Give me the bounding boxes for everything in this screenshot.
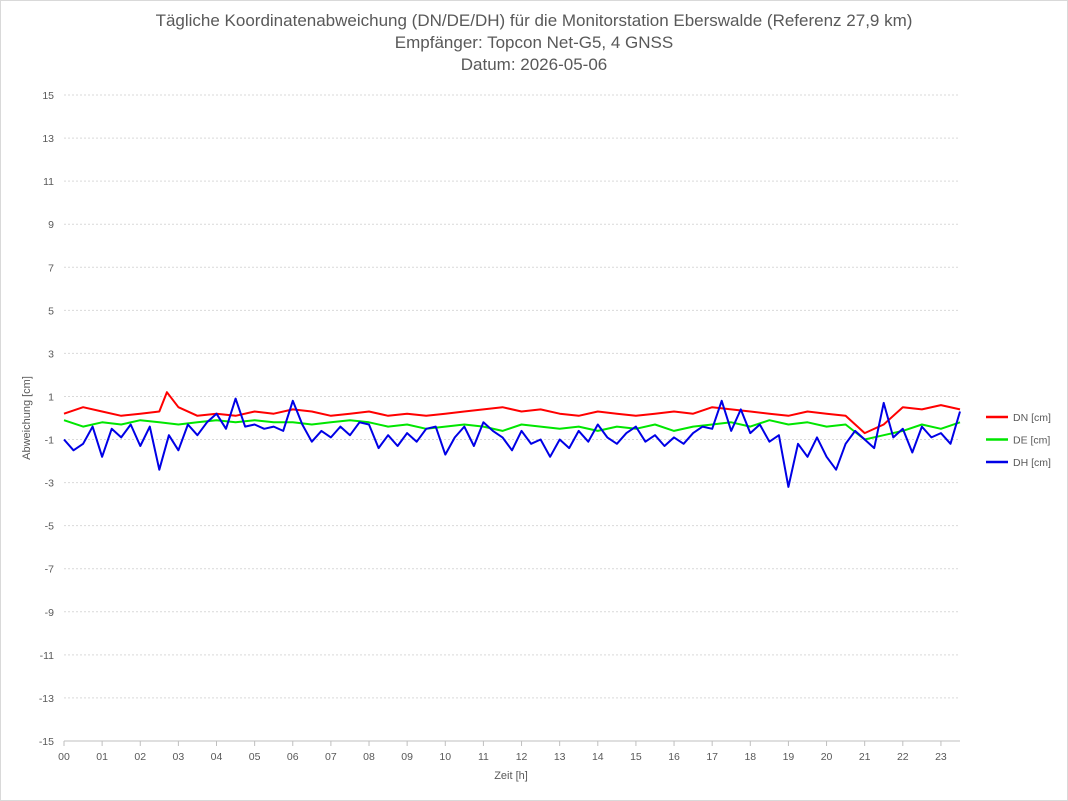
y-tick-label: -3 (45, 478, 54, 490)
y-tick-label: 9 (48, 219, 54, 231)
x-tick-label: 06 (287, 751, 299, 763)
series-lines (63, 391, 961, 488)
grid-lines (64, 94, 960, 742)
y-tick-label: 3 (48, 348, 54, 360)
y-tick-label: 15 (42, 90, 54, 102)
y-tick-label: 5 (48, 305, 54, 317)
x-tick-label: 04 (211, 751, 223, 763)
y-tick-label: -13 (39, 693, 54, 705)
y-tick-labels: 15 13 11 9 7 5 3 1 -1 -3 -5 -7 -9 -11 -13 -15 (39, 90, 54, 748)
y-tick-label: -9 (45, 607, 54, 619)
y-tick-label: -7 (45, 564, 54, 576)
y-tick-label: 11 (43, 176, 54, 188)
x-axis-title: Zeit [h] (494, 770, 528, 782)
x-tick-label: 02 (134, 751, 146, 763)
x-tick-label: 15 (630, 751, 642, 763)
chart-subtitle-receiver: Empfänger: Topcon Net-G5, 4 GNSS (394, 33, 674, 52)
x-tick-label: 11 (478, 751, 489, 763)
y-tick-label: -11 (40, 650, 55, 662)
x-tick-label: 23 (935, 751, 947, 763)
y-tick-label: 1 (48, 391, 54, 403)
legend-label: DN [cm] (1013, 412, 1051, 424)
x-tick-label: 13 (554, 751, 566, 763)
y-tick-label: 13 (42, 133, 54, 145)
x-tick-label: 12 (516, 751, 528, 763)
x-tick-label: 19 (783, 751, 795, 763)
x-tick-label: 21 (859, 751, 871, 763)
y-tick-label: -5 (45, 521, 54, 533)
x-tick-labels: 00 01 02 03 04 05 06 07 08 09 10 11 12 13 14 15 16 17 18 19… (58, 741, 947, 763)
series-line-2 (63, 419, 961, 441)
series-line-3 (63, 397, 961, 488)
x-tick-label: 20 (821, 751, 833, 763)
chart-title-block: Tägliche Koordinatenabweichung (DN/DE/DH… (0, 10, 1068, 76)
chart-subtitle-date: Datum: 2026-05-06 (460, 55, 608, 74)
y-tick-label: -1 (45, 435, 54, 447)
x-tick-label: 22 (897, 751, 909, 763)
y-tick-label: -15 (39, 736, 54, 748)
x-tick-label: 03 (173, 751, 185, 763)
legend: DN [cm] DE [cm] DH [cm] (986, 412, 1051, 469)
y-tick-label: 7 (48, 262, 54, 274)
legend-label: DE [cm] (1013, 435, 1050, 447)
y-axis-title: Abweichung [cm] (21, 376, 33, 460)
x-tick-label: 14 (592, 751, 604, 763)
x-tick-label: 00 (58, 751, 70, 763)
legend-label: DH [cm] (1013, 457, 1051, 469)
x-tick-label: 09 (401, 751, 413, 763)
x-tick-label: 10 (439, 751, 451, 763)
series-line-1 (63, 391, 961, 435)
x-tick-label: 05 (249, 751, 261, 763)
chart-title: Tägliche Koordinatenabweichung (DN/DE/DH… (155, 11, 913, 30)
x-tick-label: 18 (744, 751, 756, 763)
x-tick-label: 01 (96, 751, 108, 763)
x-tick-label: 08 (363, 751, 375, 763)
x-tick-label: 16 (668, 751, 680, 763)
x-tick-label: 17 (706, 751, 718, 763)
x-tick-label: 07 (325, 751, 337, 763)
